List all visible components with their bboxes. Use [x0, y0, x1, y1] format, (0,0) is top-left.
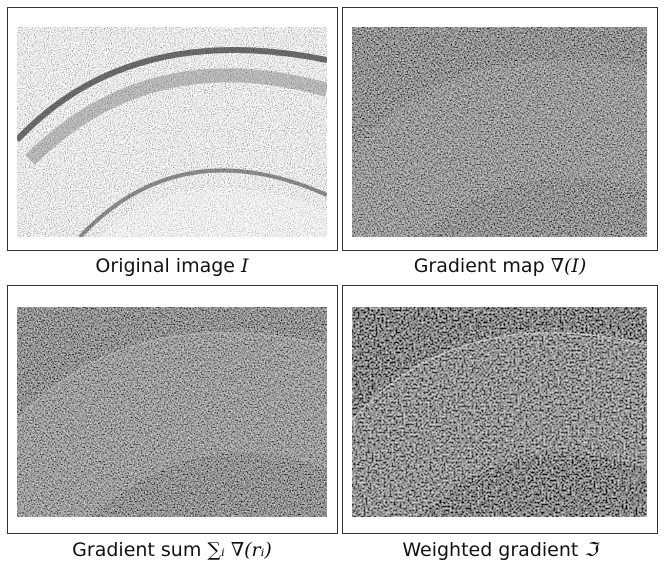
caption-math: I — [241, 255, 249, 277]
caption-text: Gradient sum — [72, 539, 201, 561]
image-gradient-map — [352, 27, 647, 237]
caption-text: Gradient map — [414, 255, 545, 277]
image-weighted-gradient — [352, 307, 647, 517]
caption: Weighted gradient ℑ — [335, 539, 664, 561]
caption-math: ∑ᵢ ∇(rᵢ) — [207, 539, 271, 561]
caption: Original image I — [7, 255, 337, 277]
caption-text: Weighted gradient — [402, 539, 578, 561]
caption-math: ∇(I) — [551, 255, 587, 277]
caption: Gradient map ∇(I) — [335, 255, 664, 277]
figure: Original image I Gradient map ∇(I) Gradi… — [0, 0, 664, 569]
image-gradient-sum — [17, 307, 327, 517]
caption-math: ℑ — [584, 539, 597, 561]
caption-text: Original image — [95, 255, 235, 277]
image-grid — [0, 0, 664, 569]
image-original — [17, 27, 327, 237]
caption: Gradient sum ∑ᵢ ∇(rᵢ) — [7, 539, 337, 561]
